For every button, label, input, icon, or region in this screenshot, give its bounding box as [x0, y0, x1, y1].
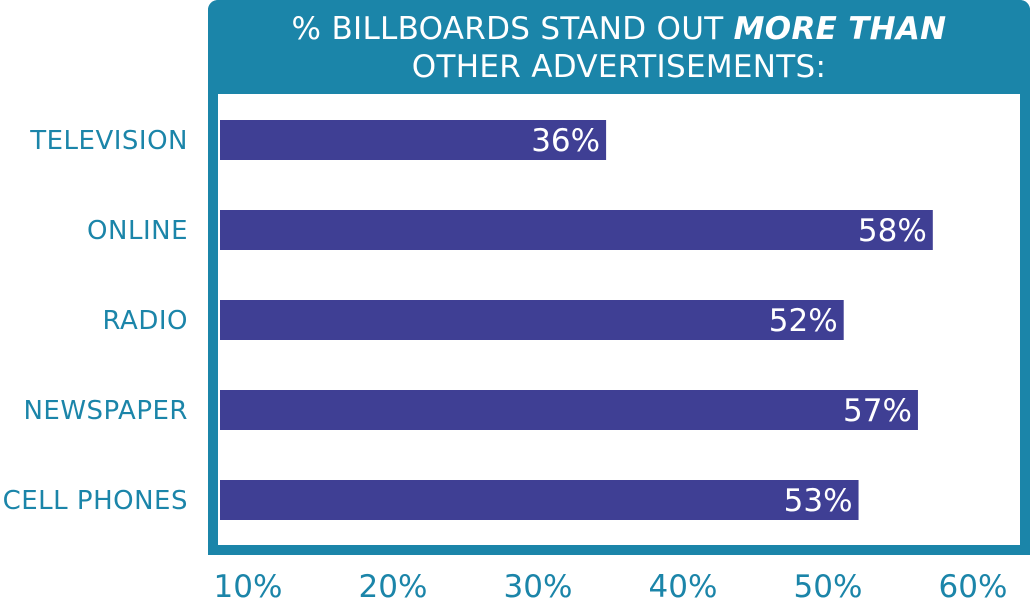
category-label: ONLINE — [87, 216, 188, 246]
x-tick-label: 60% — [939, 569, 1008, 605]
chart-title: % BILLBOARDS STAND OUT MORE THAN OTHER A… — [208, 0, 1030, 94]
title-line-1: % BILLBOARDS STAND OUT MORE THAN — [208, 10, 1030, 48]
title-text-part-1: % BILLBOARDS STAND OUT — [291, 11, 734, 47]
bar-newspaper — [220, 390, 918, 430]
data-label: 52% — [769, 303, 838, 339]
x-tick-label: 20% — [359, 569, 428, 605]
x-tick-label: 10% — [214, 569, 283, 605]
category-label: RADIO — [103, 306, 188, 336]
category-label: TELEVISION — [29, 126, 188, 156]
data-label: 57% — [843, 393, 912, 429]
data-label: 58% — [858, 213, 927, 249]
bar-cell-phones — [220, 480, 859, 520]
bar-online — [220, 210, 933, 250]
title-emphasis: MORE THAN — [733, 11, 947, 47]
bar-television — [220, 120, 607, 160]
x-tick-label: 50% — [794, 569, 863, 605]
title-line-2: OTHER ADVERTISEMENTS: — [411, 49, 827, 85]
bar-radio — [220, 300, 844, 340]
x-tick-label: 30% — [504, 569, 573, 605]
data-label: 53% — [784, 483, 853, 519]
category-label: NEWSPAPER — [23, 396, 188, 426]
x-tick-label: 40% — [649, 569, 718, 605]
data-label: 36% — [531, 123, 600, 159]
category-label: CELL PHONES — [3, 486, 188, 516]
